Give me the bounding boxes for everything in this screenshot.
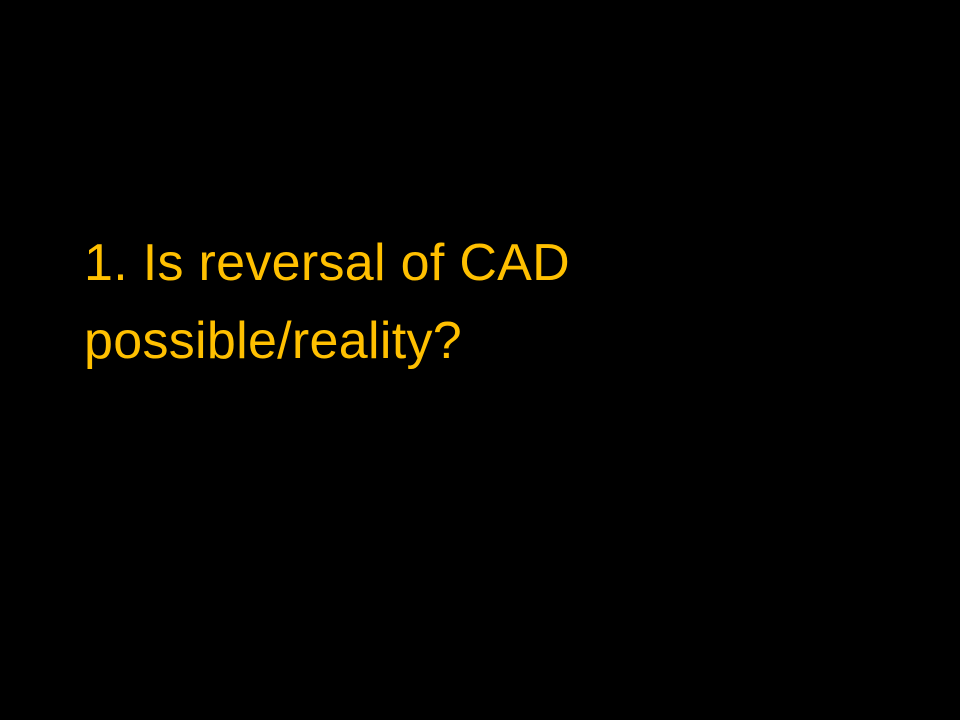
question-line-2: possible/reality? [84, 312, 462, 370]
question-line-1: 1. Is reversal of CAD [84, 234, 571, 292]
question-text: 1. Is reversal of CAD possible/reality? [84, 224, 904, 380]
